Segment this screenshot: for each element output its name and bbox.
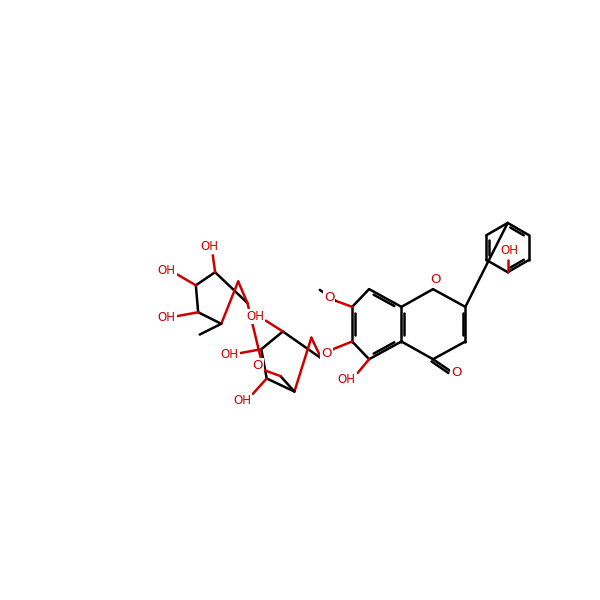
Text: OH: OH xyxy=(338,373,356,386)
Text: O: O xyxy=(324,291,334,304)
Text: OH: OH xyxy=(158,264,176,277)
Text: OH: OH xyxy=(500,244,518,257)
Text: OH: OH xyxy=(233,394,251,407)
Text: OH: OH xyxy=(158,311,176,324)
Text: O: O xyxy=(322,347,332,359)
Text: OH: OH xyxy=(246,310,264,323)
Text: OH: OH xyxy=(201,240,219,253)
Text: OH: OH xyxy=(221,348,239,361)
Text: O: O xyxy=(430,274,440,286)
Text: O: O xyxy=(451,366,461,379)
Text: O: O xyxy=(252,359,263,372)
